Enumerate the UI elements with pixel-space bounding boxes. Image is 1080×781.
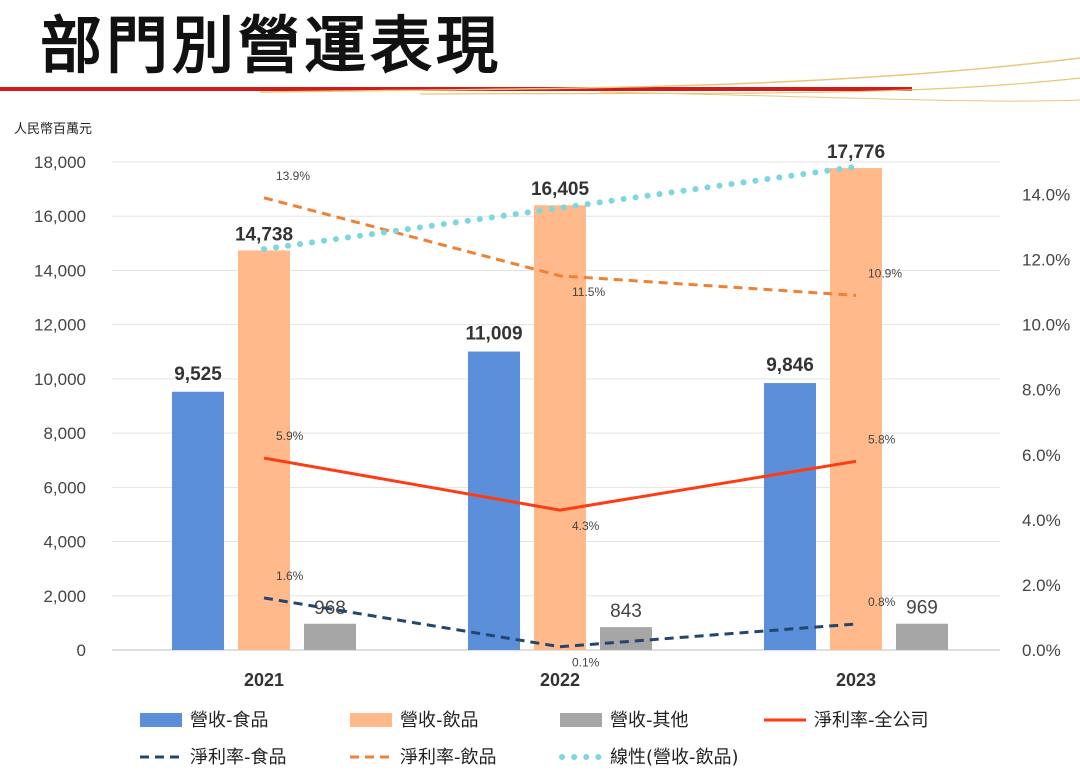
y-right-tick: 14.0%	[1022, 186, 1070, 205]
legend-swatch-beverage	[350, 713, 392, 727]
bar-other	[304, 623, 356, 650]
legend-swatch-food	[140, 713, 182, 727]
gold-curve-3	[599, 91, 1080, 102]
legend-label: 營收-飲品	[400, 710, 479, 731]
line-label: 13.9%	[276, 169, 310, 183]
y-left-tick: 16,000	[34, 207, 86, 226]
x-axis: 2021 2022 2023	[244, 670, 876, 690]
bar-label: 17,776	[827, 142, 885, 163]
legend-label: 營收-其他	[610, 710, 689, 731]
bar-beverage	[830, 168, 882, 651]
y-left-tick: 2,000	[43, 587, 86, 606]
bar-label: 969	[906, 598, 938, 619]
y-right-tick: 10.0%	[1022, 316, 1070, 335]
y-axis-right: 0.0% 2.0% 4.0% 6.0% 8.0% 10.0% 12.0% 14.0%	[1022, 186, 1070, 660]
line-margin_company	[263, 456, 857, 512]
bar-label: 11,009	[465, 324, 522, 345]
y-left-tick: 14,000	[34, 261, 86, 280]
bar-food	[172, 391, 224, 650]
y-left-tick: 8,000	[43, 424, 86, 443]
line-label: 1.6%	[276, 569, 304, 583]
y-left-tick: 6,000	[43, 478, 86, 497]
legend-label: 淨利率-食品	[190, 747, 287, 768]
line-label: 0.8%	[868, 595, 896, 609]
y-right-tick: 4.0%	[1022, 511, 1061, 530]
line-margin_beverage	[263, 196, 857, 297]
legend-label: 淨利率-飲品	[400, 747, 497, 768]
y-right-tick: 12.0%	[1022, 251, 1070, 270]
unit-label: 人民幣百萬元	[14, 122, 92, 137]
bar-label: 14,738	[235, 224, 293, 245]
x-tick: 2023	[836, 670, 876, 690]
x-tick: 2022	[540, 670, 580, 690]
bar-other	[896, 623, 948, 650]
y-right-tick: 2.0%	[1022, 576, 1061, 595]
line-margin_food	[263, 596, 857, 649]
legend-label: 淨利率-全公司	[814, 710, 929, 731]
bar-label: 843	[610, 601, 642, 622]
y-left-tick: 0	[77, 641, 86, 660]
gold-curve-1	[259, 57, 1080, 93]
legend-label: 線性(營收-飲品)	[610, 747, 739, 768]
lines: 5.9% 4.3% 5.8% 1.6% 0.1% 0.8% 13.9% 11.5% 10.9%	[261, 163, 902, 670]
line-label: 11.5%	[572, 285, 605, 299]
y-left-tick: 18,000	[34, 153, 86, 172]
y-right-tick: 6.0%	[1022, 446, 1061, 465]
legend-swatch-other	[560, 713, 602, 727]
line-label: 0.1%	[572, 656, 600, 670]
x-tick: 2021	[244, 670, 284, 690]
gold-curve-2	[419, 77, 1080, 95]
bar-label: 16,405	[531, 179, 590, 200]
legend-label: 營收-食品	[190, 710, 269, 731]
line-trend	[261, 163, 859, 253]
page-title: 部門別營運表現	[40, 9, 503, 82]
line-label: 4.3%	[572, 519, 600, 533]
y-left-tick: 12,000	[34, 316, 86, 335]
y-axis-left: 0 2,000 4,000 6,000 8,000 10,000 12,000 14,000 1…	[34, 153, 86, 660]
bar-other	[600, 627, 652, 650]
y-right-tick: 8.0%	[1022, 381, 1061, 400]
line-label: 10.9%	[868, 266, 902, 280]
y-left-tick: 4,000	[43, 533, 86, 552]
bar-label: 9,525	[174, 364, 222, 385]
line-label: 5.9%	[276, 429, 304, 443]
line-label: 5.8%	[868, 432, 896, 446]
y-right-tick: 0.0%	[1022, 641, 1061, 660]
bar-food	[764, 383, 816, 650]
y-left-tick: 10,000	[34, 370, 86, 389]
bar-label: 9,846	[766, 355, 814, 376]
bar-beverage	[534, 205, 586, 650]
bar-beverage	[238, 250, 290, 650]
header-decoration	[0, 57, 1080, 102]
